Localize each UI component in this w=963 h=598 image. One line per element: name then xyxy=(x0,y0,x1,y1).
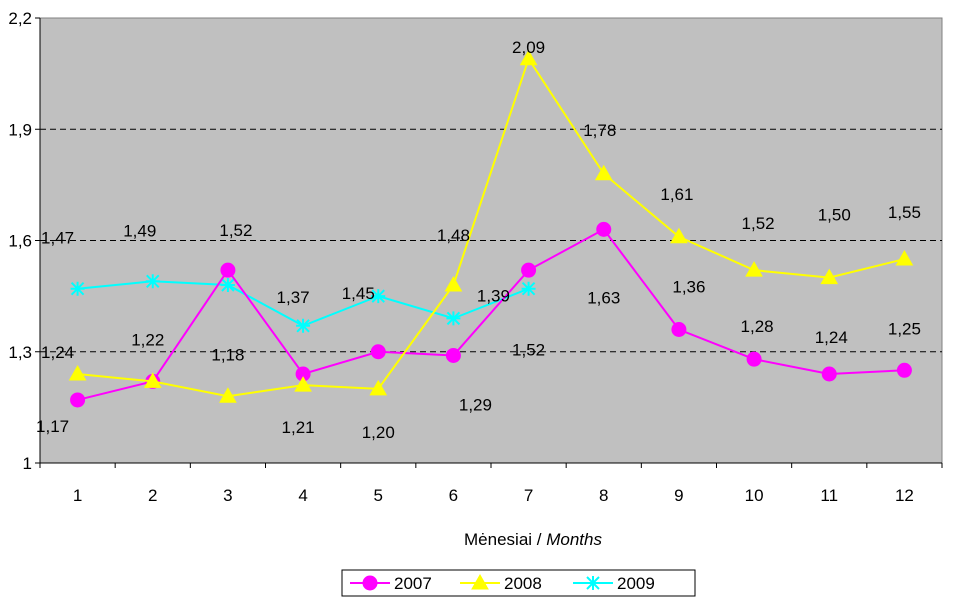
data-point-2007 xyxy=(596,221,612,237)
x-tick-label: 5 xyxy=(374,486,383,505)
data-point-2008 xyxy=(369,379,388,396)
y-tick-label: 1,9 xyxy=(8,120,32,139)
y-tick-label: 1,6 xyxy=(8,232,32,251)
data-point-2007 xyxy=(370,344,386,360)
data-labels: 1,17 1,29 1,63 1,36 1,28 1,24 1,25 1,24 1,22 1,18… xyxy=(36,38,921,442)
data-label-2009: 1,49 xyxy=(123,221,156,240)
data-label-2008: 1,50 xyxy=(818,206,851,225)
data-label-2008: 1,22 xyxy=(131,330,164,349)
data-point-2007 xyxy=(896,362,912,378)
x-tick-label: 1 xyxy=(73,486,82,505)
data-point-2008 xyxy=(820,268,839,285)
data-point-2007 xyxy=(220,262,236,278)
data-point-2008 xyxy=(143,372,162,388)
data-label-2007: 1,25 xyxy=(888,319,921,338)
legend-label-2007: 2007 xyxy=(394,574,432,593)
data-point-2008 xyxy=(895,250,914,266)
axes-ticks: 11,31,61,92,21 2 3 4 5 6 7 8 9 10 11 12 xyxy=(8,9,943,505)
data-point-2009 xyxy=(220,278,235,292)
data-point-2008 xyxy=(219,387,237,403)
data-point-2008 xyxy=(594,164,613,181)
series-line-2008 xyxy=(77,56,905,398)
x-tick-label: 2 xyxy=(148,486,157,505)
data-point-2009 xyxy=(521,281,536,296)
data-point-2008 xyxy=(294,376,312,392)
legend: 2007 2008 2009 xyxy=(341,569,696,597)
data-label-2009: 1,37 xyxy=(277,288,310,307)
data-label-2007: 1,17 xyxy=(36,417,69,436)
x-tick-label: 3 xyxy=(223,486,232,505)
data-point-2007 xyxy=(671,322,687,337)
data-point-2007 xyxy=(70,392,86,408)
data-label-2009: 1,45 xyxy=(342,284,375,303)
y-tick-label: 1,3 xyxy=(8,343,32,362)
data-point-2009 xyxy=(145,274,160,289)
data-label-2008: 1,21 xyxy=(282,418,315,437)
legend-label-2008: 2008 xyxy=(504,574,542,593)
legend-marker-2009 xyxy=(586,576,600,590)
data-point-2008 xyxy=(745,261,763,277)
data-point-2008 xyxy=(519,49,538,66)
x-tick-label: 12 xyxy=(895,486,914,505)
data-label-2008: 1,20 xyxy=(362,423,395,442)
data-point-2008 xyxy=(444,275,463,292)
data-point-2009 xyxy=(70,281,85,296)
x-tick-label: 8 xyxy=(599,486,608,505)
legend-label-2009: 2009 xyxy=(617,574,655,593)
data-point-2009 xyxy=(296,318,311,333)
data-label-2009: 1,39 xyxy=(477,286,510,305)
data-label-2009: 1,52 xyxy=(219,221,252,240)
data-label-2007: 1,28 xyxy=(741,317,774,336)
x-tick-label: 9 xyxy=(674,486,683,505)
legend-item-2009: 2009 xyxy=(573,574,655,593)
data-label-2007: 1,29 xyxy=(459,395,492,414)
y-tick-label: 1 xyxy=(23,454,32,473)
data-label-2007: 1,36 xyxy=(672,278,705,297)
legend-item-2007: 2007 xyxy=(350,574,432,593)
data-label-2008: 1,18 xyxy=(211,345,244,364)
data-label-2008: 1,61 xyxy=(660,185,693,204)
legend-item-2008: 2008 xyxy=(460,573,542,593)
x-tick-label: 7 xyxy=(524,486,533,505)
x-tick-label: 4 xyxy=(298,486,307,505)
data-label-2009: 1,52 xyxy=(512,341,545,360)
x-tick-label: 6 xyxy=(449,486,458,505)
data-label-2007: 1,24 xyxy=(815,328,848,347)
data-label-2009: 1,47 xyxy=(41,229,74,248)
data-point-2008 xyxy=(670,227,688,244)
data-label-2008: 1,52 xyxy=(742,214,775,233)
y-tick-label: 2,2 xyxy=(8,9,32,28)
data-label-2008: 2,09 xyxy=(512,38,545,57)
series-lines xyxy=(68,49,914,408)
data-label-2008: 1,78 xyxy=(583,121,616,140)
series-2009 xyxy=(70,274,536,333)
legend-marker-2008 xyxy=(471,573,489,590)
data-label-2008: 1,48 xyxy=(437,226,470,245)
data-point-2008 xyxy=(68,364,87,381)
legend-marker-2007 xyxy=(362,575,378,591)
data-label-2007: 1,63 xyxy=(587,288,620,307)
data-label-2008: 1,24 xyxy=(41,343,74,362)
x-tick-label: 10 xyxy=(745,486,764,505)
data-point-2007 xyxy=(821,366,837,382)
data-point-2007 xyxy=(445,347,461,363)
series-line-2007 xyxy=(77,228,905,401)
data-point-2009 xyxy=(371,289,386,304)
x-tick-label: 11 xyxy=(820,486,838,505)
legend-box xyxy=(341,569,696,597)
data-point-2007 xyxy=(521,262,537,278)
data-point-2007 xyxy=(746,351,762,367)
data-point-2009 xyxy=(446,311,461,326)
gridlines xyxy=(40,128,942,353)
series-2007 xyxy=(70,221,912,408)
x-axis-title: Mėnesiai / Months xyxy=(464,530,602,549)
data-label-2008: 1,55 xyxy=(888,203,921,222)
series-2008 xyxy=(68,49,914,403)
